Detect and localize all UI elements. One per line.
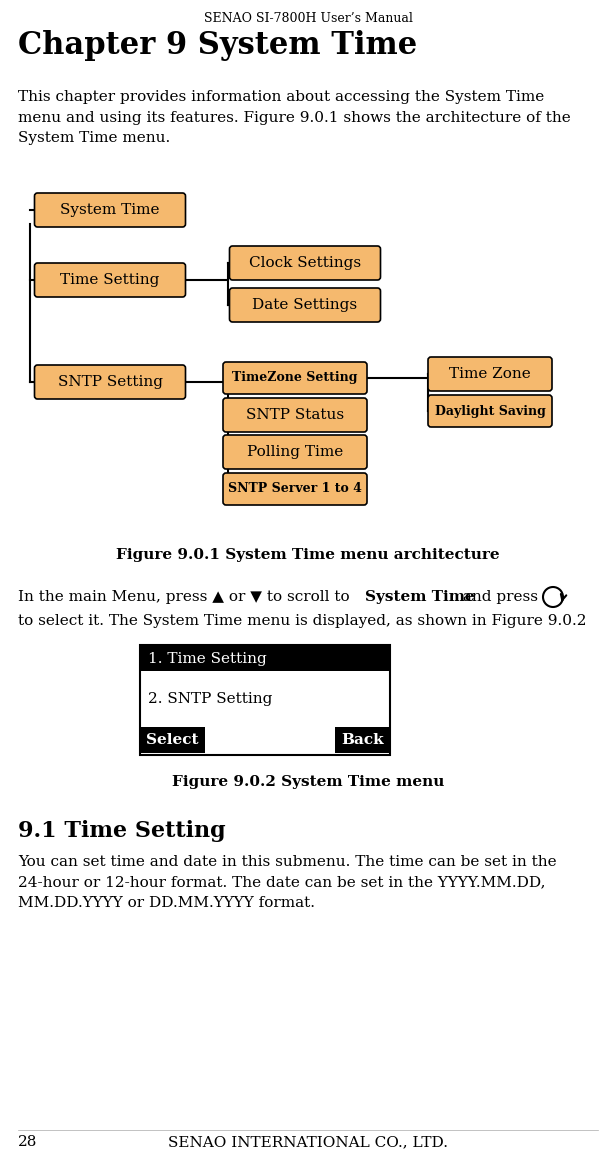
Text: TimeZone Setting: TimeZone Setting (232, 371, 358, 384)
Text: SENAO INTERNATIONAL CO., LTD.: SENAO INTERNATIONAL CO., LTD. (168, 1135, 448, 1150)
Text: Polling Time: Polling Time (247, 445, 343, 459)
FancyBboxPatch shape (223, 398, 367, 432)
FancyBboxPatch shape (223, 362, 367, 394)
Text: SNTP Setting: SNTP Setting (57, 375, 163, 389)
Bar (140, 728, 205, 753)
Bar (140, 645, 390, 755)
Text: Date Settings: Date Settings (253, 297, 357, 312)
Text: Daylight Saving: Daylight Saving (434, 405, 545, 417)
Text: Figure 9.0.1 System Time menu architecture: Figure 9.0.1 System Time menu architectu… (116, 548, 500, 562)
Text: Clock Settings: Clock Settings (249, 256, 361, 270)
FancyBboxPatch shape (34, 366, 185, 399)
Text: System Time: System Time (60, 203, 160, 217)
FancyBboxPatch shape (223, 473, 367, 505)
FancyBboxPatch shape (34, 193, 185, 227)
Text: This chapter provides information about accessing the System Time
menu and using: This chapter provides information about … (18, 90, 571, 145)
Text: Select: Select (146, 733, 199, 747)
Text: In the main Menu, press ▲ or ▼ to scroll to: In the main Menu, press ▲ or ▼ to scroll… (18, 590, 354, 604)
FancyBboxPatch shape (34, 263, 185, 297)
Text: 28: 28 (18, 1135, 38, 1150)
FancyBboxPatch shape (428, 357, 552, 391)
Text: System Time: System Time (365, 590, 475, 604)
Text: SNTP Status: SNTP Status (246, 408, 344, 422)
Bar (140, 645, 390, 671)
FancyBboxPatch shape (428, 395, 552, 427)
Text: 2. SNTP Setting: 2. SNTP Setting (148, 692, 272, 706)
Text: and press: and press (458, 590, 543, 604)
Bar (335, 728, 390, 753)
Text: 9.1 Time Setting: 9.1 Time Setting (18, 820, 225, 842)
Text: SENAO SI-7800H User’s Manual: SENAO SI-7800H User’s Manual (203, 12, 413, 25)
Text: Time Setting: Time Setting (60, 273, 160, 287)
FancyBboxPatch shape (230, 246, 381, 280)
Text: Chapter 9 System Time: Chapter 9 System Time (18, 30, 417, 61)
Text: You can set time and date in this submenu. The time can be set in the
24-hour or: You can set time and date in this submen… (18, 856, 557, 910)
Text: Time Zone: Time Zone (449, 367, 531, 380)
Text: to select it. The System Time menu is displayed, as shown in Figure 9.0.2: to select it. The System Time menu is di… (18, 615, 586, 628)
FancyBboxPatch shape (223, 435, 367, 469)
Text: Back: Back (341, 733, 384, 747)
Text: SNTP Server 1 to 4: SNTP Server 1 to 4 (228, 482, 362, 496)
Text: Figure 9.0.2 System Time menu: Figure 9.0.2 System Time menu (172, 775, 444, 789)
Text: 1. Time Setting: 1. Time Setting (148, 651, 267, 666)
FancyBboxPatch shape (230, 288, 381, 322)
